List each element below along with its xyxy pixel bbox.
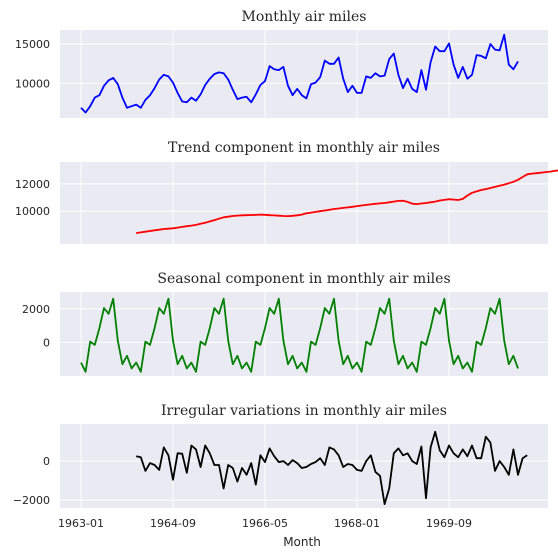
y-tick-label: 0 [43,455,50,468]
chart-title: Monthly air miles [242,9,367,25]
plot-background [60,292,548,376]
plot-background [60,162,548,244]
plot-background [60,424,548,508]
y-tick-label: 15000 [15,38,50,51]
y-axis-ticks: 10000 12000 [15,178,50,218]
y-tick-label: 2000 [22,303,50,316]
y-tick-label: 0 [43,336,50,349]
chart-title: Irregular variations in monthly air mile… [161,403,447,419]
y-tick-label: 12000 [15,178,50,191]
panel-irregular: −2000 0 Irregular variations in monthly a… [13,403,548,508]
x-tick-label: 1966-05 [242,517,288,530]
y-axis-ticks: 0 2000 [22,303,50,350]
panel-trend: 10000 12000 Trend component in monthly ai… [15,140,558,244]
x-tick-label: 1969-09 [426,517,472,530]
y-tick-label: 10000 [15,77,50,90]
y-tick-label: 10000 [15,205,50,218]
panel-air-miles: 10000 15000 Monthly air miles [15,9,548,118]
chart-title: Seasonal component in monthly air miles [157,271,450,287]
x-axis-label: Month [283,535,321,549]
y-axis-ticks: −2000 0 [13,455,50,507]
y-axis-ticks: 10000 15000 [15,38,50,90]
x-tick-label: 1963-01 [58,517,104,530]
chart-title: Trend component in monthly air miles [168,140,440,156]
panel-seasonal: 0 2000 Seasonal component in monthly air … [22,271,548,376]
x-axis-ticks: 1963-01 1964-09 1966-05 1968-01 1969-09 [58,517,472,530]
x-tick-label: 1964-09 [150,517,196,530]
y-tick-label: −2000 [13,494,50,507]
x-tick-label: 1968-01 [334,517,380,530]
